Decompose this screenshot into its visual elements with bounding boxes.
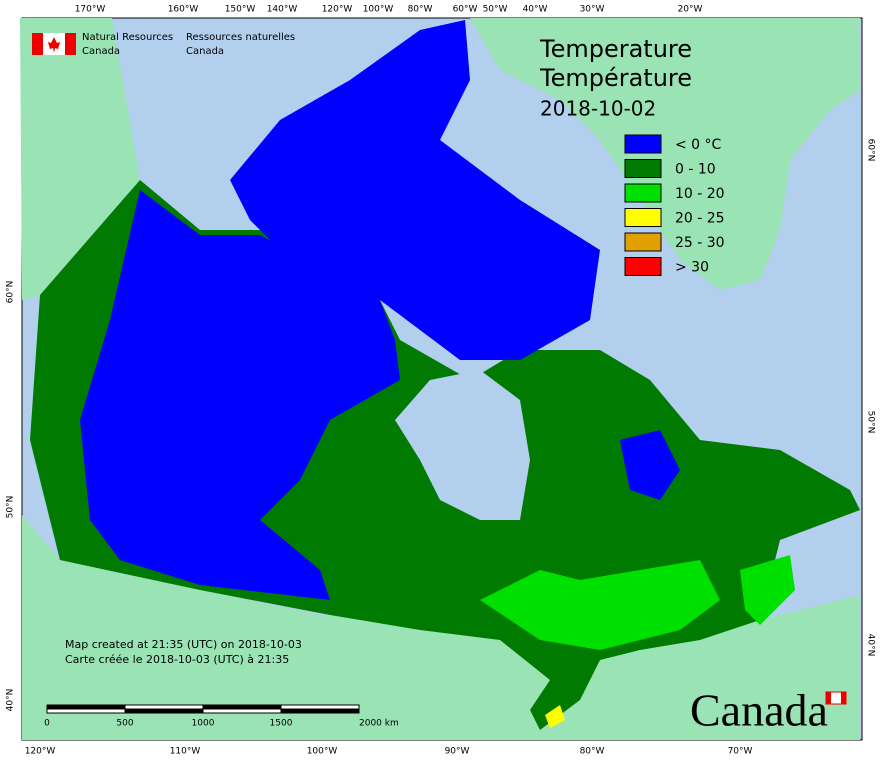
- legend-swatch: [624, 183, 662, 203]
- lon-label: 30°W: [580, 5, 605, 15]
- agency-fr: Canada: [186, 46, 224, 57]
- scale-segment: [202, 704, 282, 710]
- lat-label: 60°N: [6, 281, 16, 304]
- lon-label: 150°W: [225, 5, 256, 15]
- title-en: Temperature: [539, 35, 692, 63]
- credit-fr: Carte créée le 2018-10-03 (UTC) à 21:35: [65, 653, 289, 666]
- legend-label: 20 - 25: [675, 211, 725, 227]
- scale-label: 500: [116, 719, 133, 729]
- flag-leaf: [48, 37, 60, 53]
- hudson-bay: [395, 370, 530, 520]
- legend-swatch: [624, 159, 662, 178]
- scale-segment: [280, 704, 360, 710]
- scale-segment: [280, 708, 360, 714]
- agency-fr: Ressources naturelles: [186, 32, 295, 43]
- lat-label: 50°N: [6, 496, 16, 519]
- lon-label: 120°W: [322, 5, 353, 15]
- maritimes-warm: [740, 555, 795, 625]
- legend-label: < 0 °C: [675, 137, 722, 153]
- scale-segment: [46, 708, 126, 714]
- flag-right: [65, 33, 76, 55]
- flag-left: [32, 33, 43, 55]
- lon-label: 60°W: [453, 5, 478, 15]
- scale-segment: [124, 704, 204, 710]
- scale-label: 0: [44, 719, 50, 729]
- lon-label: 100°W: [363, 5, 394, 15]
- lat-label: 60°N: [866, 139, 876, 162]
- labrador-cold: [620, 430, 680, 500]
- greenland: [470, 18, 860, 290]
- lon-label: 110°W: [170, 747, 201, 757]
- lon-label: 90°W: [445, 747, 470, 757]
- hot-spot: [545, 705, 565, 728]
- lon-label: 170°W: [75, 5, 106, 15]
- scale-segment: [46, 704, 126, 710]
- lon-label: 160°W: [168, 5, 199, 15]
- wordmark-flag: [826, 692, 831, 704]
- legend-swatch: [624, 232, 662, 252]
- legend-swatch: [624, 257, 662, 276]
- arctic-islands: [230, 20, 600, 360]
- lat-label: 40°N: [866, 634, 876, 657]
- lon-label: 70°W: [728, 747, 753, 757]
- scale-segment: [124, 708, 204, 714]
- lon-label: 20°W: [678, 5, 703, 15]
- lon-label: 140°W: [267, 5, 298, 15]
- legend-label: > 30: [675, 260, 709, 276]
- scale-label: 1000: [192, 719, 215, 729]
- legend-label: 25 - 30: [675, 235, 725, 251]
- cold-region: [80, 190, 400, 600]
- alaska: [20, 18, 140, 300]
- legend-label: 10 - 20: [675, 186, 725, 202]
- scale-segment: [202, 708, 282, 714]
- scale-label: 1500: [270, 719, 293, 729]
- agency-en: Canada: [82, 46, 120, 57]
- lon-label: 120°W: [25, 747, 56, 757]
- lat-label: 40°N: [6, 689, 16, 712]
- warm-south: [480, 560, 720, 650]
- lon-label: 80°W: [580, 747, 605, 757]
- lon-label: 40°W: [523, 5, 548, 15]
- lat-label: 50°N: [866, 411, 876, 434]
- wordmark-flag: [841, 692, 846, 704]
- title-fr: Température: [539, 64, 692, 92]
- credit-en: Map created at 21:35 (UTC) on 2018-10-03: [65, 638, 302, 651]
- lon-label: 50°W: [483, 5, 508, 15]
- legend-swatch: [624, 134, 662, 154]
- legend-swatch: [624, 208, 662, 227]
- lon-label: 100°W: [307, 747, 338, 757]
- agency-en: Natural Resources: [82, 32, 173, 43]
- title-date: 2018-10-02: [540, 97, 656, 121]
- legend-label: 0 - 10: [675, 162, 716, 178]
- scale-label: 2000 km: [359, 719, 399, 729]
- wordmark: Canada: [690, 685, 828, 736]
- lon-label: 80°W: [408, 5, 433, 15]
